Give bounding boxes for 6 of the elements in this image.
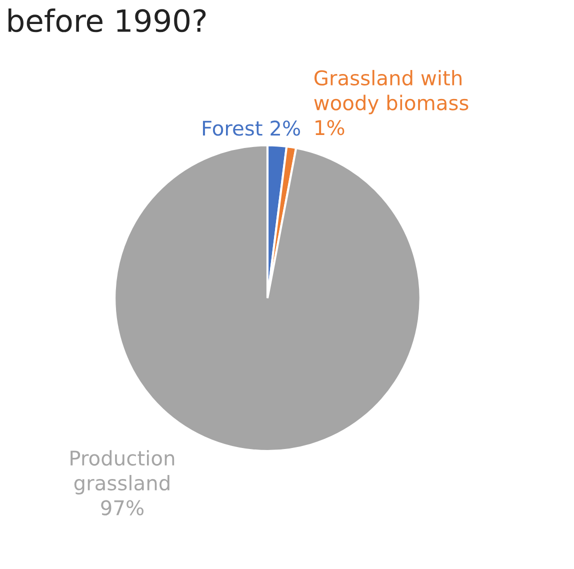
slice-label: Forest 2% (202, 120, 300, 136)
slice-label: Production grassland (70, 450, 174, 494)
slice-label: Grassland with woody biomass (314, 70, 468, 114)
data-label: 1% (316, 120, 344, 136)
chart-title: before 1990? (8, 8, 206, 32)
data-label: 97% (101, 500, 144, 516)
